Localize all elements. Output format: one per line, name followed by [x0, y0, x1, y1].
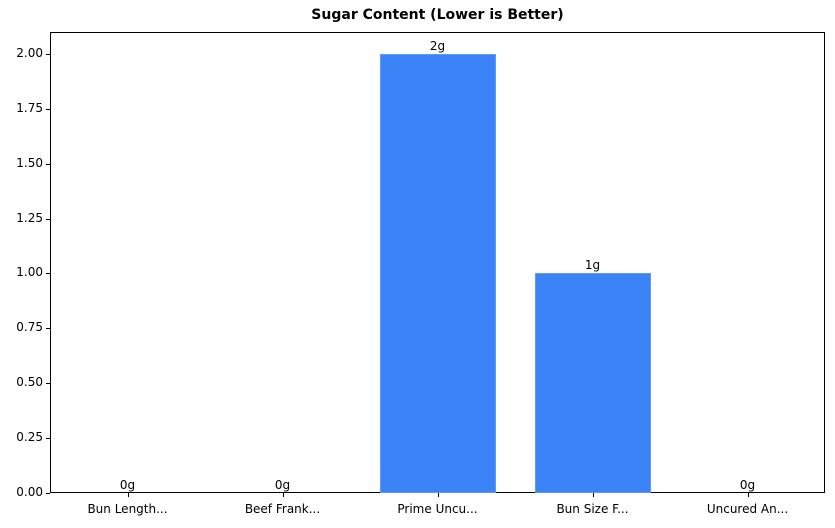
- bar-value-label: 1g: [584, 258, 601, 273]
- x-tick-mark: [282, 493, 284, 497]
- bar-value-label: 0g: [119, 478, 136, 492]
- y-tick-label: 1.00: [16, 265, 43, 280]
- y-tick-mark: [46, 383, 50, 385]
- y-tick-mark: [46, 218, 50, 220]
- y-tick-label: 0.50: [16, 375, 43, 390]
- x-tick-mark: [592, 493, 594, 497]
- y-tick-label: 0.25: [16, 430, 43, 445]
- y-tick-mark: [46, 328, 50, 330]
- y-tick-mark: [46, 163, 50, 165]
- x-tick-mark: [437, 493, 439, 497]
- y-tick-label: 1.50: [16, 155, 43, 170]
- bar-value-label: 0g: [739, 478, 756, 492]
- bar-value-label: 2g: [429, 38, 446, 53]
- y-tick-mark: [46, 493, 50, 494]
- x-tick-label: Bun Length...: [87, 502, 168, 516]
- bar: [534, 273, 651, 493]
- x-tick-mark: [127, 493, 129, 497]
- bar-value-label: 0g: [274, 478, 291, 492]
- x-tick-label: Beef Frank...: [244, 502, 321, 516]
- y-tick-mark: [46, 108, 50, 110]
- x-tick-label: Bun Size F...: [556, 502, 629, 516]
- x-tick-mark: [747, 493, 749, 497]
- bar: [379, 53, 496, 493]
- y-tick-label: 1.75: [16, 100, 43, 115]
- y-tick-label: 2.00: [16, 45, 43, 60]
- y-tick-mark: [46, 438, 50, 440]
- x-tick-label: Prime Uncu...: [397, 502, 478, 516]
- y-tick-label: 0.75: [16, 320, 43, 335]
- y-tick-mark: [46, 273, 50, 275]
- chart-title: Sugar Content (Lower is Better): [311, 7, 564, 23]
- y-tick-mark: [46, 53, 50, 55]
- y-tick-label: 0.00: [16, 485, 43, 499]
- x-tick-label: Uncured An...: [706, 502, 789, 516]
- y-tick-label: 1.25: [16, 210, 43, 225]
